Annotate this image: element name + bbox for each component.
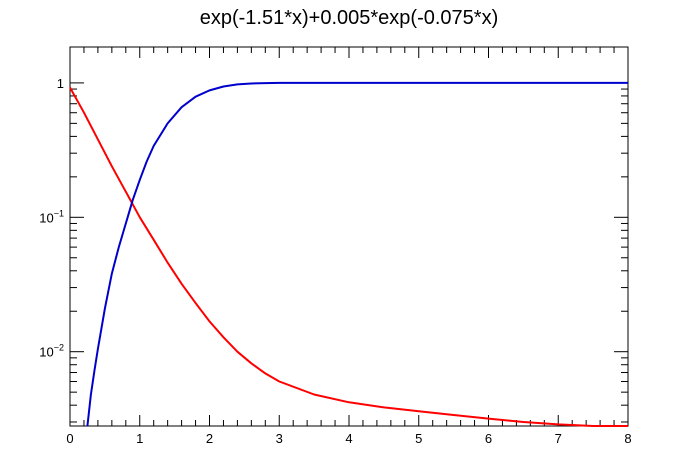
chart-title: exp(-1.51*x)+0.005*exp(-0.075*x) [200, 7, 499, 29]
series-layer [69, 81, 628, 427]
y-tick-label: 10−2 [39, 343, 64, 360]
minor-ticks [70, 47, 628, 426]
y-axis: 1 10−1 10−2 [39, 76, 628, 360]
x-tick-label: 4 [345, 431, 352, 446]
x-tick-label: 0 [66, 431, 73, 446]
x-tick-label: 1 [136, 431, 143, 446]
y-tick-label: 1 [57, 76, 64, 91]
x-axis: 0 1 2 3 4 5 6 7 8 [66, 47, 632, 446]
x-tick-label: 2 [206, 431, 213, 446]
x-tick-label: 3 [276, 431, 283, 446]
series-line-1 [69, 87, 628, 427]
series-line-2 [86, 81, 628, 427]
x-tick-label: 7 [555, 431, 562, 446]
x-tick-label: 6 [485, 431, 492, 446]
plot-frame [69, 46, 629, 427]
x-tick-label: 8 [624, 431, 631, 446]
y-tick-label: 10−1 [39, 208, 64, 225]
x-tick-label: 5 [415, 431, 422, 446]
